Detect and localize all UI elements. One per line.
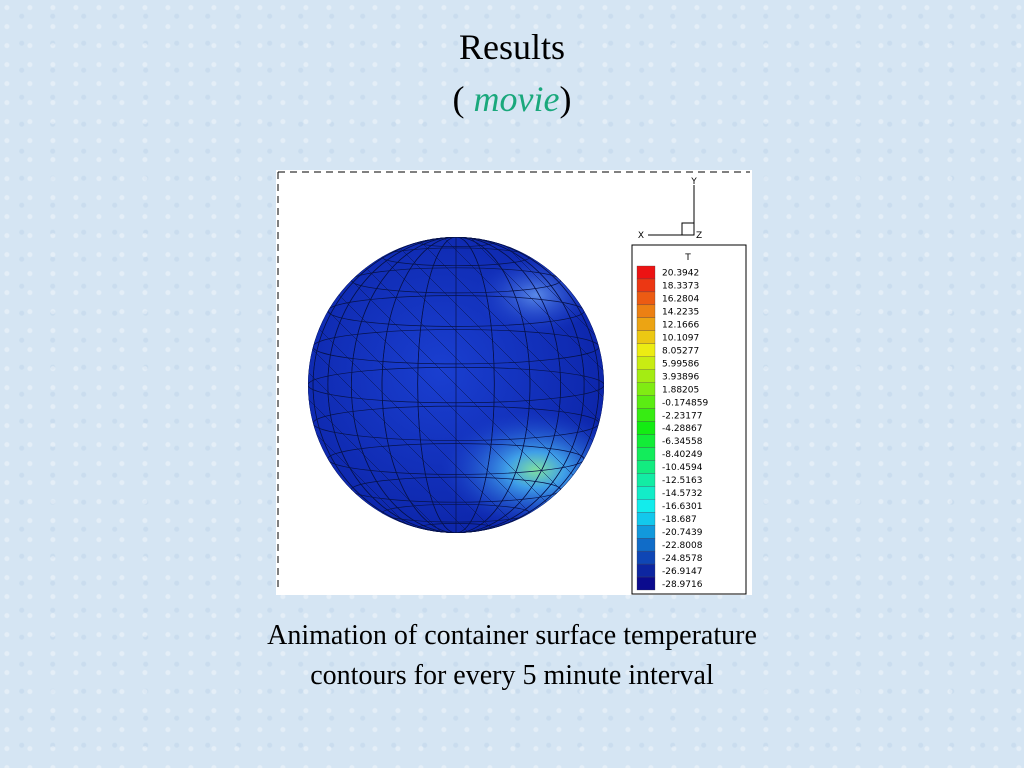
color-swatch [636, 538, 656, 552]
mesh-line [442, 237, 604, 533]
legend-value: -6.34558 [662, 437, 703, 447]
color-swatch [636, 265, 656, 280]
color-swatch [636, 408, 656, 422]
legend-value: -18.687 [662, 515, 697, 525]
legend-value: -14.5732 [662, 489, 702, 499]
mesh-line [415, 237, 604, 533]
caption: Animation of container surface temperatu… [0, 616, 1024, 696]
slide-subtitle: ( movie) [0, 78, 1024, 120]
axis-label: Z [696, 231, 702, 241]
color-swatch [636, 460, 656, 474]
axis-label: X [638, 231, 644, 241]
color-swatch [636, 343, 656, 357]
legend-value: 16.2804 [662, 295, 699, 305]
legend-value: 12.1666 [662, 321, 699, 331]
mesh-line [496, 237, 604, 533]
mesh-line [308, 237, 470, 533]
legend-value: -16.6301 [662, 502, 702, 512]
mesh-line [350, 237, 562, 533]
color-swatch [636, 304, 656, 318]
color-swatch [636, 525, 656, 539]
mesh-line [308, 237, 551, 533]
color-swatch [636, 486, 656, 500]
color-swatch [636, 317, 656, 331]
color-swatch [636, 499, 656, 513]
legend-value: 8.05277 [662, 346, 699, 356]
legend-value: -2.23177 [662, 411, 702, 421]
legend-value: -8.40249 [662, 450, 703, 460]
legend-value: -20.7439 [662, 528, 703, 538]
movie-link[interactable]: movie [473, 79, 560, 119]
slide-title: Results [458, 27, 565, 67]
color-swatch [636, 512, 656, 526]
mesh-line [469, 237, 604, 533]
color-swatch [636, 563, 656, 578]
figure: Y X Z T 20.3942 18.3373 16.2804 14.2235 12.1… [276, 170, 752, 595]
mesh-line [308, 237, 497, 533]
color-swatch [636, 434, 656, 448]
axis-label: Y [690, 177, 697, 187]
legend-value: -10.4594 [662, 463, 703, 473]
color-swatch [636, 576, 656, 591]
mesh-line [308, 237, 416, 533]
legend-value: 5.99586 [662, 359, 699, 369]
mesh [308, 237, 604, 533]
legend-value: 20.3942 [662, 269, 699, 279]
legend-value: 3.93896 [662, 372, 699, 382]
color-swatch [636, 447, 656, 461]
legend-value: -0.174859 [662, 398, 708, 408]
legend-value: 18.3373 [662, 282, 699, 292]
legend-value: -4.28867 [662, 424, 702, 434]
mesh-line [308, 237, 604, 533]
legend-value: -22.8008 [662, 541, 703, 551]
frame [277, 171, 750, 588]
legend-value: -12.5163 [662, 476, 702, 486]
color-swatch [636, 473, 656, 487]
legend-value: 14.2235 [662, 308, 699, 318]
color-swatch [636, 278, 656, 293]
paren: ( [452, 79, 465, 119]
paren: ) [559, 79, 572, 119]
caption-line: contours for every 5 minute interval [310, 660, 714, 691]
color-swatch [636, 550, 656, 565]
legend-value: 10.1097 [662, 334, 699, 344]
legend-value: -24.8578 [662, 554, 703, 564]
mesh-line [312, 237, 600, 533]
color-swatch [636, 330, 656, 344]
mesh-line [361, 237, 604, 533]
color-swatch [636, 291, 656, 306]
axis-triad: Y X Z [638, 177, 702, 241]
mesh-line [308, 237, 443, 533]
color-swatch [636, 395, 656, 409]
legend-title: T [684, 253, 691, 263]
mesh-line [417, 237, 495, 533]
legend-value: 1.88205 [662, 385, 699, 395]
caption-line: Animation of container surface temperatu… [267, 620, 757, 651]
color-swatch [636, 421, 656, 435]
mesh-line [381, 237, 531, 533]
legend-value: -28.9716 [662, 580, 703, 590]
mesh-line [388, 237, 604, 533]
color-swatch [636, 369, 656, 383]
legend-value: -26.9147 [662, 567, 702, 577]
mesh-line [308, 366, 604, 404]
color-swatch [636, 356, 656, 370]
mesh-line [327, 237, 585, 533]
mesh-line [308, 237, 524, 533]
color-swatch [636, 382, 656, 396]
